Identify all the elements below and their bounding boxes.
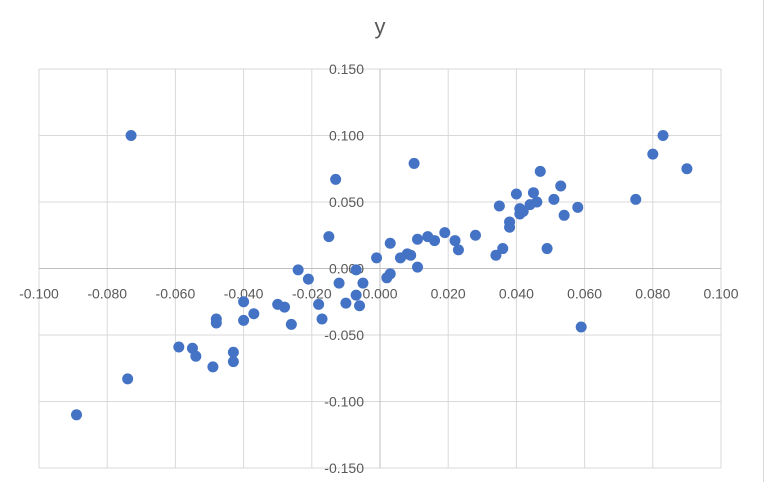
data-point <box>439 227 451 239</box>
data-point <box>429 235 441 247</box>
data-point <box>313 298 325 310</box>
data-point <box>333 277 345 289</box>
data-point <box>371 252 383 264</box>
data-point <box>384 237 396 249</box>
data-point <box>323 231 335 243</box>
y-tick-label: 0.150 <box>329 61 364 77</box>
x-tick-label: -0.060 <box>156 286 196 302</box>
x-tick-label: -0.100 <box>19 286 59 302</box>
data-point <box>527 187 539 199</box>
x-tick-label: 0.060 <box>567 286 602 302</box>
data-point <box>340 297 352 309</box>
data-point <box>504 216 516 228</box>
data-point <box>469 229 481 241</box>
data-point <box>285 318 297 330</box>
data-point <box>681 163 693 175</box>
x-tick-label: 0.040 <box>499 286 534 302</box>
data-point <box>173 341 185 353</box>
data-point <box>517 205 529 217</box>
data-point <box>122 373 134 385</box>
x-tick-labels: -0.100 -0.080 -0.060 -0.040 -0.020 0.000 0.020… <box>19 286 739 302</box>
data-point <box>541 243 553 255</box>
window-edge-divider <box>763 0 764 482</box>
data-point <box>452 244 464 256</box>
data-point <box>408 157 420 169</box>
data-point <box>354 300 366 312</box>
data-point <box>493 200 505 212</box>
data-point <box>412 233 424 245</box>
data-point <box>238 296 250 308</box>
data-point <box>190 350 202 362</box>
axes <box>39 69 721 468</box>
data-point <box>647 148 659 160</box>
data-point <box>384 268 396 280</box>
x-tick-label: -0.080 <box>87 286 127 302</box>
data-point <box>555 180 567 192</box>
data-point <box>248 308 260 320</box>
data-point <box>497 243 509 255</box>
data-point <box>227 356 239 368</box>
y-tick-label: -0.100 <box>324 394 364 410</box>
x-tick-label: 0.020 <box>431 286 466 302</box>
data-point <box>558 209 570 221</box>
data-point <box>575 321 587 333</box>
y-tick-label: 0.050 <box>329 194 364 210</box>
data-point <box>405 249 417 261</box>
data-points <box>71 130 693 421</box>
data-point <box>330 173 342 185</box>
data-point <box>657 130 669 141</box>
data-point <box>357 277 369 289</box>
y-tick-label: 0.100 <box>329 128 364 144</box>
data-point <box>350 264 362 276</box>
y-tick-label: -0.050 <box>324 327 364 343</box>
data-point <box>292 264 304 276</box>
data-point <box>548 193 560 205</box>
data-point <box>71 409 83 421</box>
data-point <box>238 314 250 326</box>
data-point <box>534 165 546 177</box>
data-point <box>449 235 461 247</box>
data-point <box>412 261 424 273</box>
x-tick-label: 0.000 <box>362 286 397 302</box>
data-point <box>125 130 137 141</box>
data-point <box>531 196 543 208</box>
data-point <box>210 317 222 329</box>
data-point <box>279 301 291 313</box>
data-point <box>227 346 239 358</box>
x-tick-label: 0.100 <box>703 286 738 302</box>
data-point <box>207 361 219 373</box>
x-tick-label: 0.080 <box>635 286 670 302</box>
data-point <box>302 273 314 285</box>
data-point <box>572 201 584 213</box>
data-point <box>490 249 502 261</box>
y-tick-label: -0.150 <box>324 460 364 476</box>
data-point <box>350 289 362 301</box>
x-tick-label: -0.040 <box>224 286 264 302</box>
x-tick-label: -0.020 <box>292 286 332 302</box>
data-point <box>510 188 522 200</box>
data-point <box>630 193 642 205</box>
data-point <box>316 313 328 325</box>
chart-title: y <box>374 14 386 39</box>
